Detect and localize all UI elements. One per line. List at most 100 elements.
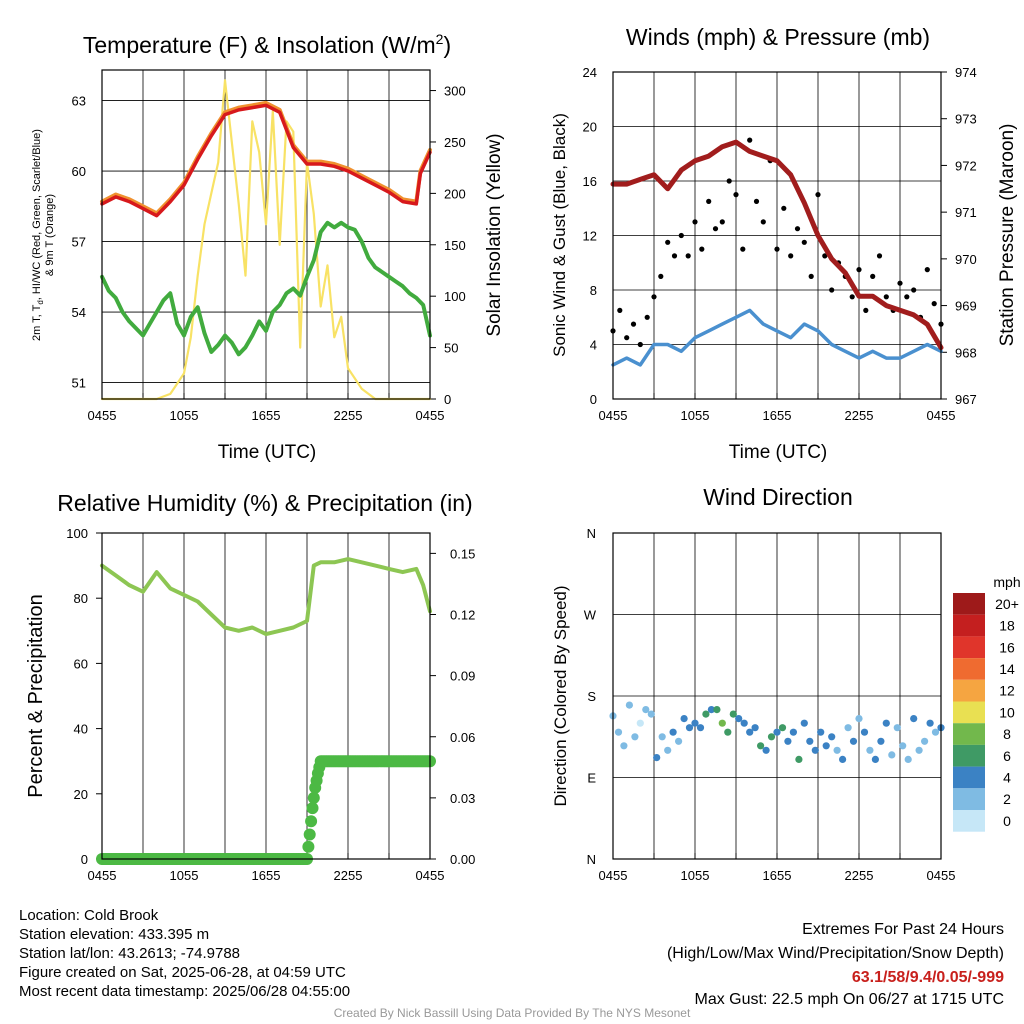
- wind-ytick-right: 967: [955, 392, 977, 407]
- rh-ytick-left: 80: [74, 591, 88, 606]
- wind-gust-point: [753, 198, 760, 204]
- colorbar-swatch: [953, 766, 985, 789]
- wind-ytick-left: 16: [583, 174, 597, 189]
- info-created: Figure created on Sat, 2025-06-28, at 04…: [19, 964, 346, 981]
- wind-ylabel-right: Station Pressure (Maroon): [997, 124, 1018, 347]
- dir-xtick-label: 2255: [845, 868, 874, 883]
- wind-gust-point: [671, 253, 678, 259]
- wind-series-wind: [611, 308, 943, 367]
- dir-direction-point: [735, 715, 743, 723]
- colorbar-swatch: [953, 614, 985, 637]
- temp-series-td: [100, 220, 432, 357]
- dir-xtick-label: 0455: [927, 868, 956, 883]
- wind-gust-point: [747, 137, 753, 143]
- dir-direction-point: [685, 724, 694, 732]
- dir-direction-point: [713, 706, 721, 714]
- wind-ytick-left: 24: [583, 65, 597, 80]
- rh-series-rh: [100, 557, 432, 637]
- rh-ytick-right: 0.15: [450, 546, 475, 561]
- rh-ytick-right: 0.06: [450, 730, 475, 745]
- dir-direction-point: [899, 742, 907, 750]
- dir-ylabel-left: Direction (Colored By Speed): [551, 585, 570, 806]
- colorbar-swatch: [953, 788, 985, 810]
- colorbar-label: 10: [999, 704, 1015, 720]
- temp-xtick-label: 1655: [252, 408, 281, 423]
- wind-xlabel: Time (UTC): [729, 442, 828, 463]
- wind-gust-point: [870, 273, 876, 279]
- dir-axes-frame: [612, 532, 942, 860]
- dir-direction-point: [631, 733, 639, 741]
- dir-direction-point: [773, 728, 781, 736]
- wind-gust-point: [644, 314, 650, 320]
- temp-ytick-right: 150: [444, 238, 466, 253]
- wind-ytick-right: 969: [955, 299, 977, 314]
- colorbar-swatch: [953, 593, 985, 615]
- temp-ytick-right: 0: [444, 392, 451, 407]
- temp-ytick-right: 50: [444, 341, 458, 356]
- colorbar-swatch: [953, 723, 985, 745]
- wind-ytick-right: 970: [955, 252, 977, 267]
- temp-ytick-left: 57: [72, 235, 86, 250]
- wind-gust-point: [740, 246, 746, 252]
- wind-gust-point: [774, 246, 780, 252]
- dir-direction-point: [746, 728, 754, 736]
- colorbar-label: 6: [1003, 748, 1011, 764]
- wind-gust-point: [808, 273, 814, 279]
- wind-gust-point: [876, 253, 883, 259]
- wind-gust-point: [692, 219, 698, 225]
- temp-title-superscript: 2: [436, 31, 444, 47]
- extremes-values: 63.1/58/9.4/0.05/-999: [851, 969, 1004, 986]
- dir-direction-point: [855, 715, 863, 723]
- dir-direction-point: [680, 715, 688, 723]
- rh-ytick-left: 40: [74, 722, 88, 737]
- rh-axes-frame: [101, 532, 431, 860]
- rh-panel-title: Relative Humidity (%) & Precipitation (i…: [57, 490, 472, 516]
- wind-gust-point: [897, 280, 903, 286]
- dir-ytick-left: E: [587, 771, 596, 786]
- dir-panel-title: Wind Direction: [703, 484, 853, 510]
- wind-gust-point: [678, 232, 684, 239]
- wind-gust-point: [849, 294, 855, 300]
- colorbar-swatch: [953, 744, 985, 767]
- colorbar-swatch: [953, 658, 985, 680]
- dir-direction-point: [707, 706, 716, 714]
- wind-series-pressure: [610, 139, 944, 351]
- wind-ytick-right: 971: [955, 205, 977, 220]
- colorbar-label: 12: [999, 683, 1015, 699]
- dir-direction-point: [926, 719, 934, 727]
- rh-xtick-label: 2255: [334, 868, 363, 883]
- wind-ytick-left: 0: [590, 392, 597, 407]
- wind-ytick-right: 973: [955, 112, 977, 127]
- dir-direction-point: [751, 724, 759, 732]
- colorbar-label: 0: [1003, 813, 1011, 829]
- wind-gust-point: [624, 335, 630, 341]
- dir-direction-point: [789, 728, 798, 736]
- colorbar-swatch: [953, 636, 985, 659]
- dir-direction-point: [664, 746, 672, 754]
- temp-panel-title: Temperature (F) & Insolation (W/m2): [83, 31, 451, 58]
- temp-ytick-right: 100: [444, 289, 466, 304]
- dir-xtick-label: 1655: [763, 868, 792, 883]
- temp-ytick-left: 60: [72, 164, 86, 179]
- colorbar-label: 14: [999, 661, 1015, 677]
- colorbar-swatch: [953, 701, 985, 724]
- wind-gust-point: [904, 294, 910, 300]
- extremes-info: Extremes For Past 24 Hours (High/Low/Max…: [667, 918, 1004, 1010]
- colorbar-label: 20+: [995, 596, 1019, 612]
- rh-precip-point: [303, 828, 316, 841]
- temp-ylabel-left: 2m T, Td, HI/WC (Red, Green, Scarlet/Blu…: [31, 129, 45, 341]
- wind-xtick-label: 1055: [681, 408, 710, 423]
- dir-direction-point: [614, 728, 623, 736]
- dir-xtick-label: 0455: [599, 868, 628, 883]
- colorbar-label: 2: [1003, 791, 1011, 807]
- temp-ylabel-right: Solar Insolation (Yellow): [484, 133, 505, 336]
- wind-gust-point: [794, 226, 801, 232]
- wind-ytick-right: 968: [955, 345, 977, 360]
- wind-gust-point: [911, 287, 917, 293]
- wind-gust-point: [883, 294, 889, 300]
- rh-xtick-label: 1655: [252, 868, 281, 883]
- dir-direction-point: [866, 746, 874, 754]
- temp-ytick-right: 250: [444, 135, 466, 150]
- colorbar-label: 8: [1003, 726, 1011, 742]
